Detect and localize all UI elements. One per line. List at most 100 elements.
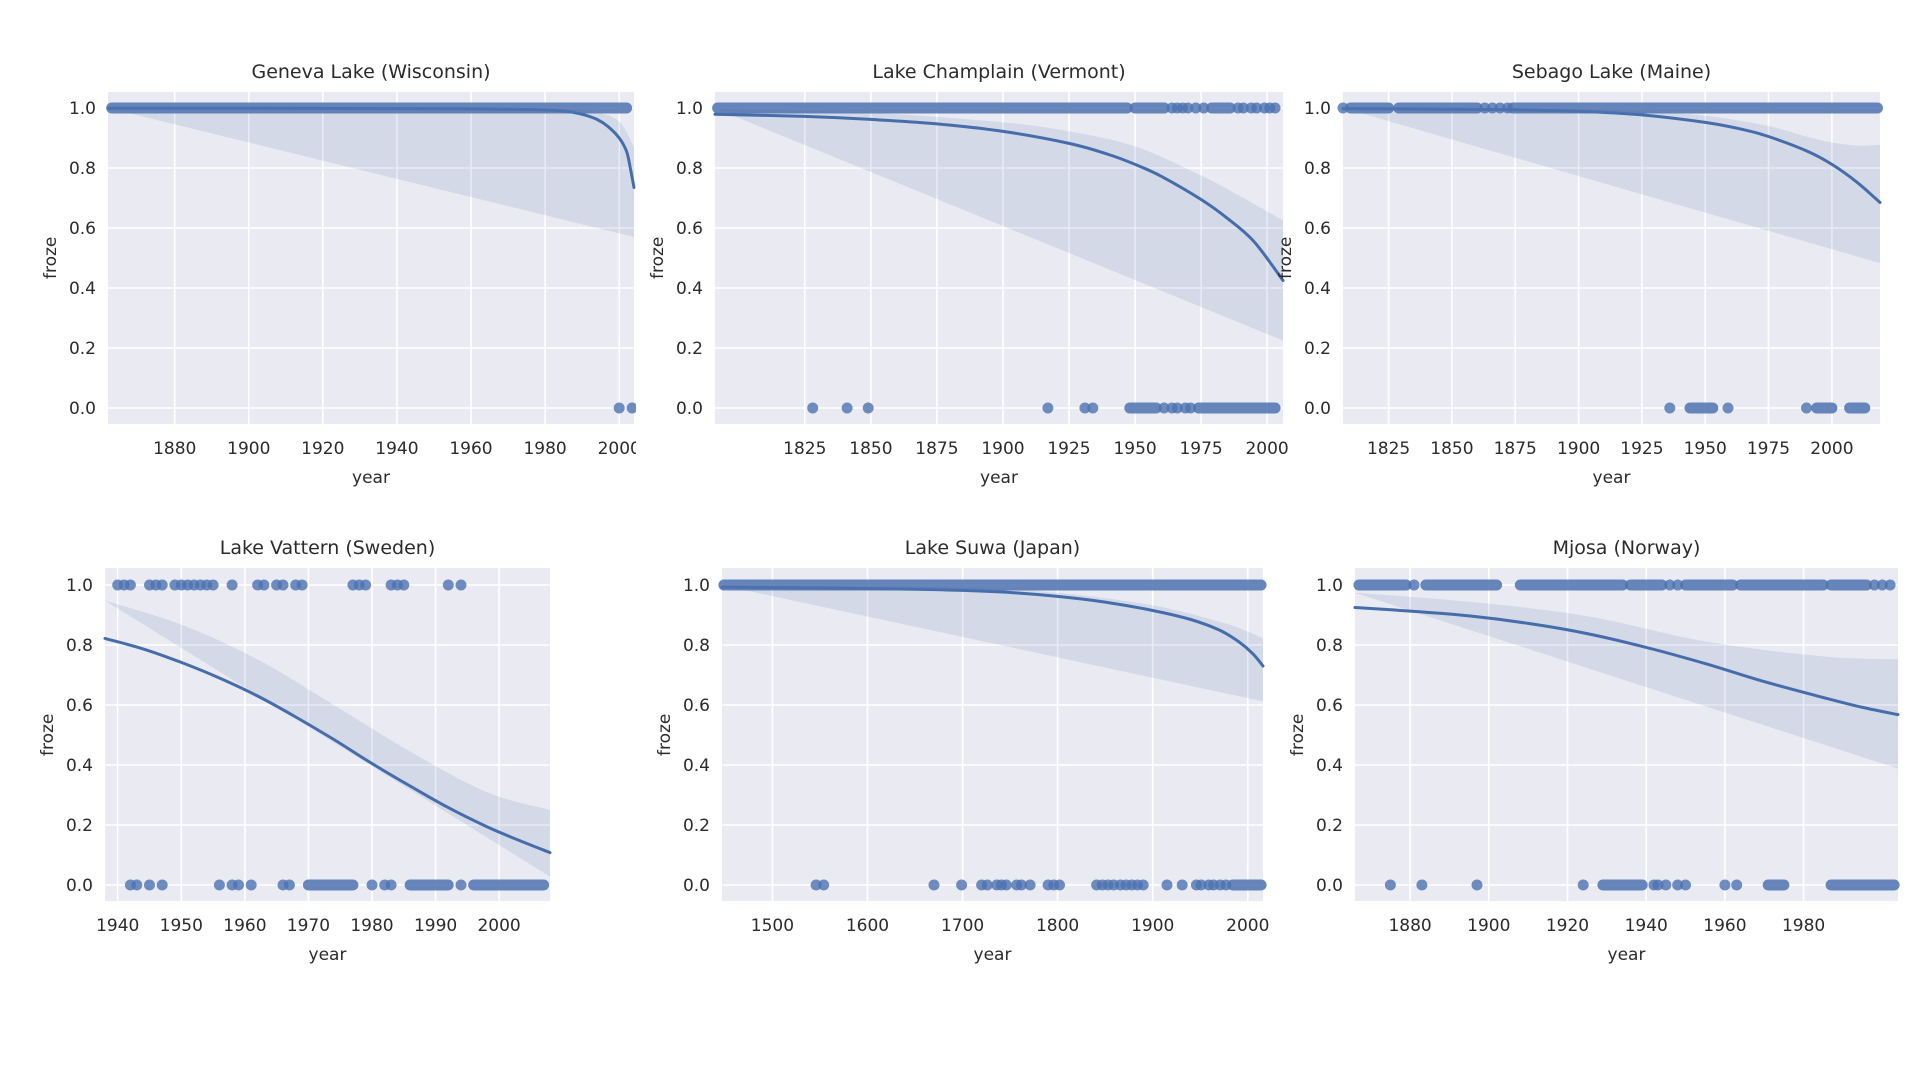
y-tick-label: 0.2 — [69, 339, 96, 359]
x-tick-label: 1875 — [915, 439, 958, 459]
x-tick-label: 1940 — [96, 916, 139, 936]
y-tick-label: 0.0 — [69, 399, 96, 419]
y-tick-label: 0.8 — [69, 159, 96, 179]
scatter-point-froze-1 — [207, 579, 219, 591]
y-tick-label: 0.4 — [1316, 756, 1343, 776]
x-tick-label: 1990 — [414, 916, 457, 936]
scatter-point-froze-0 — [1042, 402, 1054, 414]
x-axis-label: year — [352, 468, 390, 488]
x-tick-label: 1960 — [449, 439, 492, 459]
y-tick-label: 0.0 — [1304, 399, 1331, 419]
x-tick-label: 1900 — [1557, 439, 1600, 459]
scatter-point-froze-0 — [1220, 879, 1232, 891]
scatter-point-froze-0 — [613, 402, 625, 414]
y-tick-label: 0.2 — [676, 339, 703, 359]
scatter-point-froze-0 — [626, 402, 636, 414]
y-tick-label: 0.2 — [66, 816, 93, 836]
x-tick-label: 2000 — [1810, 439, 1853, 459]
x-tick-label: 1975 — [1179, 439, 1222, 459]
x-tick-label: 1825 — [783, 439, 826, 459]
scatter-point-froze-0 — [841, 402, 853, 414]
scatter-point-froze-1 — [1868, 579, 1880, 591]
scatter-point-froze-1 — [1237, 102, 1249, 114]
scatter-point-froze-1 — [1251, 102, 1263, 114]
scatter-point-froze-0 — [131, 879, 143, 891]
y-tick-label: 0.4 — [683, 756, 710, 776]
y-tick-label: 0.0 — [676, 399, 703, 419]
scatter-point-froze-1 — [1494, 102, 1506, 114]
scatter-point-froze-1 — [455, 579, 467, 591]
scatter-point-froze-0 — [1384, 879, 1396, 891]
scatter-point-froze-1 — [1198, 102, 1210, 114]
scatter-point-froze-0 — [807, 402, 819, 414]
y-tick-label: 0.6 — [683, 696, 710, 716]
scatter-point-froze-0 — [1680, 879, 1691, 891]
scatter-run-froze-1 — [712, 102, 1133, 114]
scatter-run-froze-0 — [1825, 879, 1900, 891]
x-tick-label: 1880 — [153, 439, 196, 459]
x-tick-label: 2000 — [1226, 916, 1269, 936]
x-tick-label: 1850 — [1430, 439, 1473, 459]
y-tick-label: 1.0 — [66, 576, 93, 596]
scatter-run-froze-0 — [1684, 402, 1719, 414]
scatter-point-froze-1 — [398, 579, 410, 591]
plot-lake-suwa: 1500 1600 1700 1800 1900 2000 1.0 0.8 0.6 0.4 0.2 0… — [683, 568, 1269, 936]
x-axis-label: year — [980, 468, 1018, 488]
panel-title: Lake Suwa (Japan) — [904, 537, 1081, 559]
y-tick-label: 0.6 — [69, 219, 96, 239]
x-tick-label: 1950 — [1684, 439, 1727, 459]
y-tick-label: 0.6 — [1316, 696, 1343, 716]
scatter-point-froze-0 — [1161, 879, 1173, 891]
scatter-point-froze-0 — [1719, 879, 1731, 891]
plot-area — [1343, 92, 1880, 424]
panel-lake-champlain: 1825 1850 1875 1900 1925 1950 1975 2000 1.0 0.8 0.… — [630, 47, 1299, 504]
scatter-run-froze-0 — [404, 879, 454, 891]
scatter-run-froze-1 — [1825, 579, 1872, 591]
scatter-point-froze-1 — [1486, 102, 1498, 114]
scatter-point-froze-0 — [956, 879, 968, 891]
panel-title: Lake Vattern (Sweden) — [219, 537, 436, 559]
y-tick-label: 0.8 — [676, 159, 703, 179]
x-tick-label: 1920 — [1546, 916, 1589, 936]
x-tick-label: 1975 — [1747, 439, 1790, 459]
scatter-point-froze-1 — [277, 579, 289, 591]
scatter-run-froze-1 — [1680, 579, 1739, 591]
x-tick-label: 1980 — [1782, 916, 1825, 936]
x-tick-label: 1600 — [846, 916, 889, 936]
scatter-point-froze-1 — [1269, 102, 1281, 114]
scatter-point-froze-0 — [810, 879, 822, 891]
y-tick-label: 0.8 — [1316, 636, 1343, 656]
y-tick-label: 1.0 — [69, 99, 96, 119]
scatter-run-froze-1 — [1420, 579, 1503, 591]
y-tick-label: 1.0 — [1304, 99, 1331, 119]
scatter-point-froze-0 — [1801, 402, 1812, 414]
panel-lake-vattern: 1940 1950 1960 1970 1980 1990 2000 1.0 0.8 0.6 0.4… — [20, 523, 566, 981]
scatter-point-froze-1 — [1182, 102, 1194, 114]
scatter-point-froze-0 — [1672, 879, 1684, 891]
y-tick-label: 0.6 — [66, 696, 93, 716]
scatter-point-froze-0 — [928, 879, 940, 891]
x-tick-label: 1925 — [1047, 439, 1090, 459]
regression-line — [1353, 606, 1900, 717]
scatter-run-froze-0 — [1597, 879, 1648, 891]
scatter-point-froze-1 — [1408, 579, 1420, 591]
x-axis-label: year — [1607, 945, 1646, 965]
y-tick-label: 0.6 — [676, 219, 703, 239]
x-tick-label: 1940 — [1625, 916, 1668, 936]
scatter-point-froze-0 — [1087, 402, 1099, 414]
plot-geneva-lake: 1880 1900 1920 1940 1960 1980 2000 1.0 0.8 0.6 0.4… — [69, 92, 636, 459]
y-tick-label: 1.0 — [1316, 576, 1343, 596]
confidence-band — [1343, 108, 1880, 264]
x-tick-label: 1825 — [1367, 439, 1410, 459]
scatter-point-froze-1 — [1337, 102, 1349, 114]
x-tick-label: 1950 — [1113, 439, 1156, 459]
scatter-point-froze-0 — [1652, 879, 1664, 891]
scatter-point-froze-0 — [1664, 402, 1676, 414]
panel-title: Mjosa (Norway) — [1552, 537, 1701, 559]
x-tick-label: 1900 — [227, 439, 270, 459]
scatter-point-froze-0 — [366, 879, 378, 891]
x-tick-label: 1900 — [1131, 916, 1174, 936]
scatter-point-froze-0 — [1137, 879, 1149, 891]
scatter-run-froze-0 — [302, 879, 359, 891]
x-tick-label: 1920 — [301, 439, 344, 459]
